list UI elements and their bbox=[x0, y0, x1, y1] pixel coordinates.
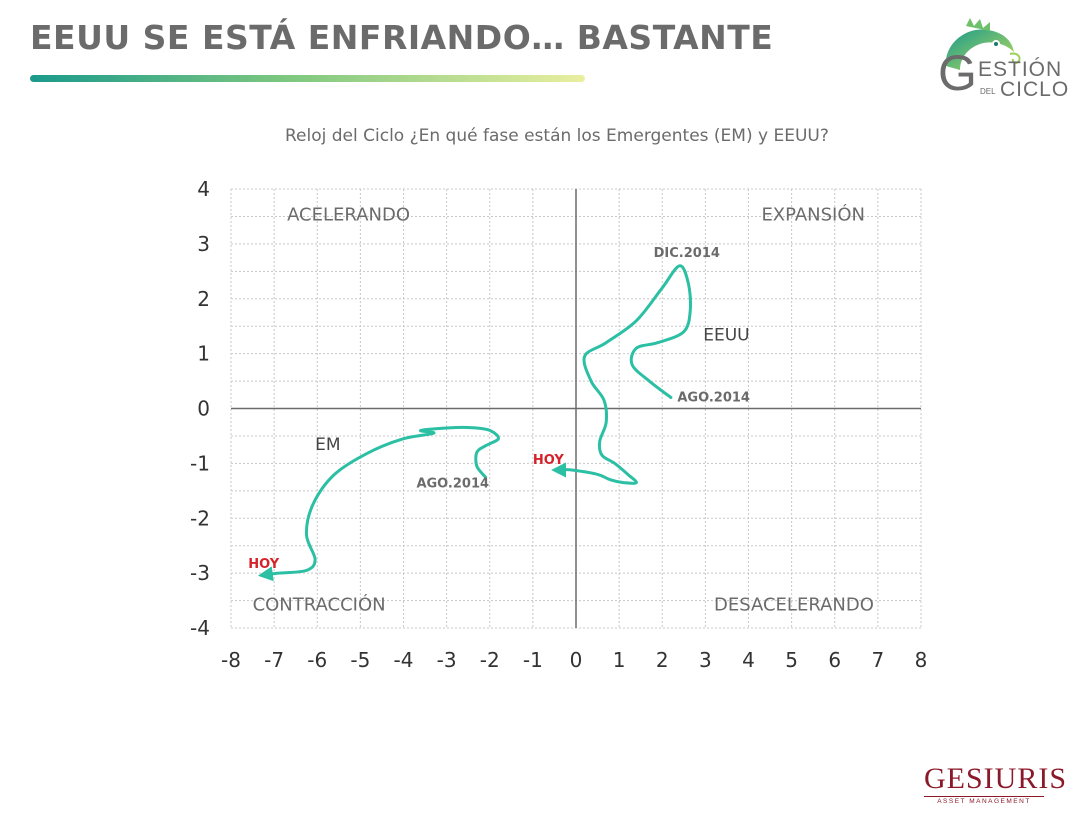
series-label-em: EM bbox=[315, 435, 340, 455]
title-underline bbox=[30, 75, 585, 82]
x-tick-label: -6 bbox=[307, 648, 327, 672]
quadrant-label: CONTRACCIÓN bbox=[253, 593, 386, 615]
y-tick-label: -1 bbox=[190, 451, 210, 475]
y-tick-label: 1 bbox=[197, 342, 210, 366]
x-tick-label: -7 bbox=[264, 648, 284, 672]
series-line-eeuu bbox=[551, 264, 693, 485]
date-label: AGO.2014 bbox=[416, 477, 489, 492]
x-tick-label: 6 bbox=[828, 648, 841, 672]
chart-title: Reloj del Ciclo ¿En qué fase están los E… bbox=[285, 126, 829, 146]
series-label-eeuu: EEUU bbox=[703, 325, 749, 345]
logo-word-1: ESTIÓN bbox=[978, 58, 1063, 81]
x-tick-label: 3 bbox=[699, 648, 712, 672]
chameleon-icon bbox=[945, 18, 1021, 70]
quadrant-label: EXPANSIÓN bbox=[761, 204, 865, 226]
x-tick-label: -1 bbox=[523, 648, 543, 672]
date-label: AGO.2014 bbox=[677, 390, 750, 405]
y-tick-label: 0 bbox=[197, 397, 210, 421]
x-tick-label: -2 bbox=[480, 648, 500, 672]
brand-subtitle: ASSET MANAGEMENT bbox=[924, 796, 1044, 805]
y-tick-label: -2 bbox=[190, 506, 210, 530]
x-tick-label: -8 bbox=[221, 648, 241, 672]
y-tick-label: -3 bbox=[190, 561, 210, 585]
y-tick-label: -4 bbox=[190, 616, 210, 640]
y-tick-label: 4 bbox=[197, 177, 210, 201]
date-label: DIC.2014 bbox=[654, 246, 720, 261]
quadrant-label: DESACELERANDO bbox=[714, 594, 874, 615]
gesiuris-logo: GESIURIS ASSET MANAGEMENT bbox=[924, 762, 1068, 805]
x-tick-label: -5 bbox=[350, 648, 370, 672]
series-line-em bbox=[257, 425, 500, 582]
logo-word-3: CICLO bbox=[1000, 78, 1070, 101]
y-tick-label: 2 bbox=[197, 287, 210, 311]
y-tick-label: 3 bbox=[197, 232, 210, 256]
logo-word-2: DEL bbox=[980, 87, 996, 96]
x-tick-label: -3 bbox=[437, 648, 457, 672]
hoy-label: HOY bbox=[533, 453, 564, 468]
x-tick-label: -4 bbox=[394, 648, 414, 672]
x-tick-label: 2 bbox=[656, 648, 669, 672]
logo-letter: G bbox=[938, 45, 977, 101]
hoy-label: HOY bbox=[248, 557, 279, 572]
quadrant-label: ACELERANDO bbox=[287, 205, 410, 226]
x-tick-label: 4 bbox=[742, 648, 755, 672]
x-tick-label: 7 bbox=[872, 648, 885, 672]
x-tick-label: 0 bbox=[570, 648, 583, 672]
gestion-del-ciclo-logo: G ESTIÓN DEL CICLO bbox=[926, 14, 1070, 104]
brand-name: GESIURIS bbox=[924, 762, 1068, 795]
page-title: EEUU SE ESTÁ ENFRIANDO… BASTANTE bbox=[30, 18, 774, 57]
x-tick-label: 1 bbox=[613, 648, 626, 672]
x-tick-label: 8 bbox=[915, 648, 928, 672]
x-tick-label: 5 bbox=[785, 648, 798, 672]
